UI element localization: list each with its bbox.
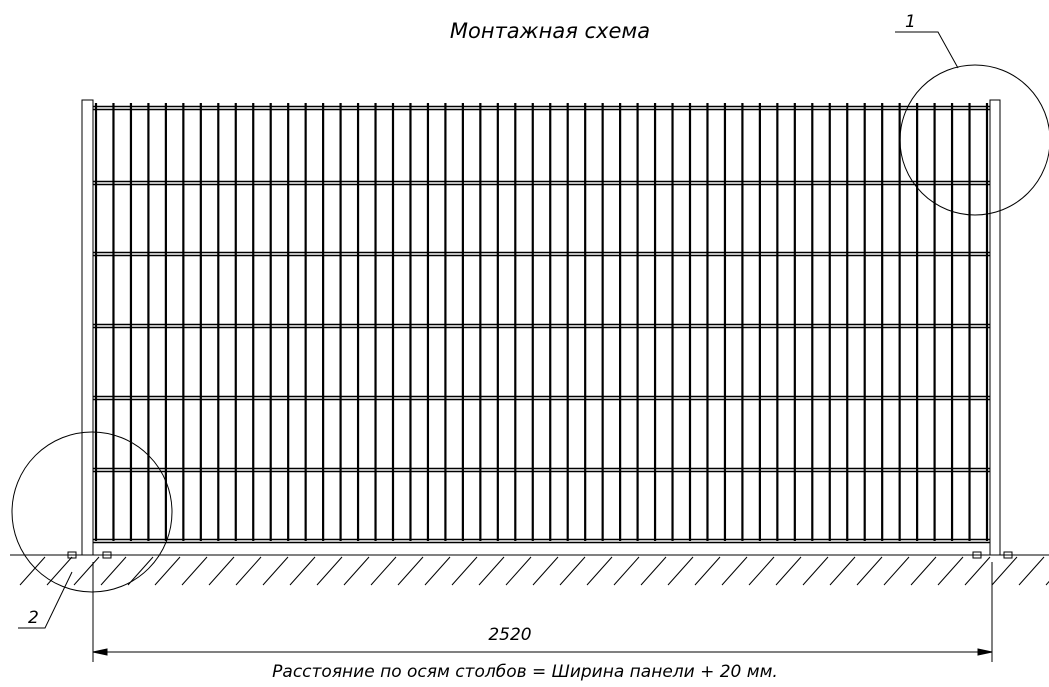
- hatch-line: [73, 556, 100, 586]
- hatch-line: [1018, 556, 1045, 586]
- hatch-line: [802, 556, 829, 586]
- leader-line: [895, 31, 959, 69]
- dimension-line: [92, 562, 993, 662]
- hatch-line: [667, 556, 694, 586]
- hatch-line: [910, 556, 937, 586]
- leader-line: [18, 571, 73, 629]
- hatch-line: [505, 556, 532, 586]
- dimension-label: 2520: [488, 625, 531, 645]
- hatch-line: [883, 556, 910, 586]
- hatch-line: [937, 556, 964, 586]
- detail-circle: [899, 64, 1049, 216]
- left-post: [81, 99, 94, 556]
- right-post: [989, 99, 1001, 556]
- hatch-line: [775, 556, 802, 586]
- callout: 2: [28, 608, 39, 628]
- hatch-line: [154, 556, 181, 586]
- hatch-line: [613, 556, 640, 586]
- fence-panel: [93, 103, 990, 544]
- title: Монтажная схема: [450, 19, 650, 43]
- hatch-line: [586, 556, 613, 586]
- hatch-line: [235, 556, 262, 586]
- hatch-line: [721, 556, 748, 586]
- callout: 1: [905, 12, 916, 32]
- hatch-line: [397, 556, 424, 586]
- hatch-line: [964, 556, 991, 586]
- caption: Расстояние по осям столбов = Ширина пане…: [272, 662, 778, 682]
- hatch-line: [208, 556, 235, 586]
- hatch-line: [991, 556, 1018, 586]
- hatch-line: [19, 556, 46, 586]
- hatch-line: [424, 556, 451, 586]
- hatch-line: [829, 556, 856, 586]
- hatch-line: [478, 556, 505, 586]
- hatch-line: [694, 556, 721, 586]
- hatch-line: [316, 556, 343, 586]
- hatch-line: [748, 556, 775, 586]
- hatch-line: [100, 556, 127, 586]
- hatch-line: [289, 556, 316, 586]
- detail-circle: [11, 431, 173, 593]
- hatch-line: [127, 556, 154, 586]
- hatch-line: [856, 556, 883, 586]
- hatch-line: [370, 556, 397, 586]
- ground-hatch: [19, 556, 1049, 586]
- hatch-line: [640, 556, 667, 586]
- hatch-line: [181, 556, 208, 586]
- hatch-line: [343, 556, 370, 586]
- posts: [67, 99, 1013, 559]
- hatch-line: [559, 556, 586, 586]
- hatch-line: [451, 556, 478, 586]
- hatch-line: [262, 556, 289, 586]
- hatch-line: [532, 556, 559, 586]
